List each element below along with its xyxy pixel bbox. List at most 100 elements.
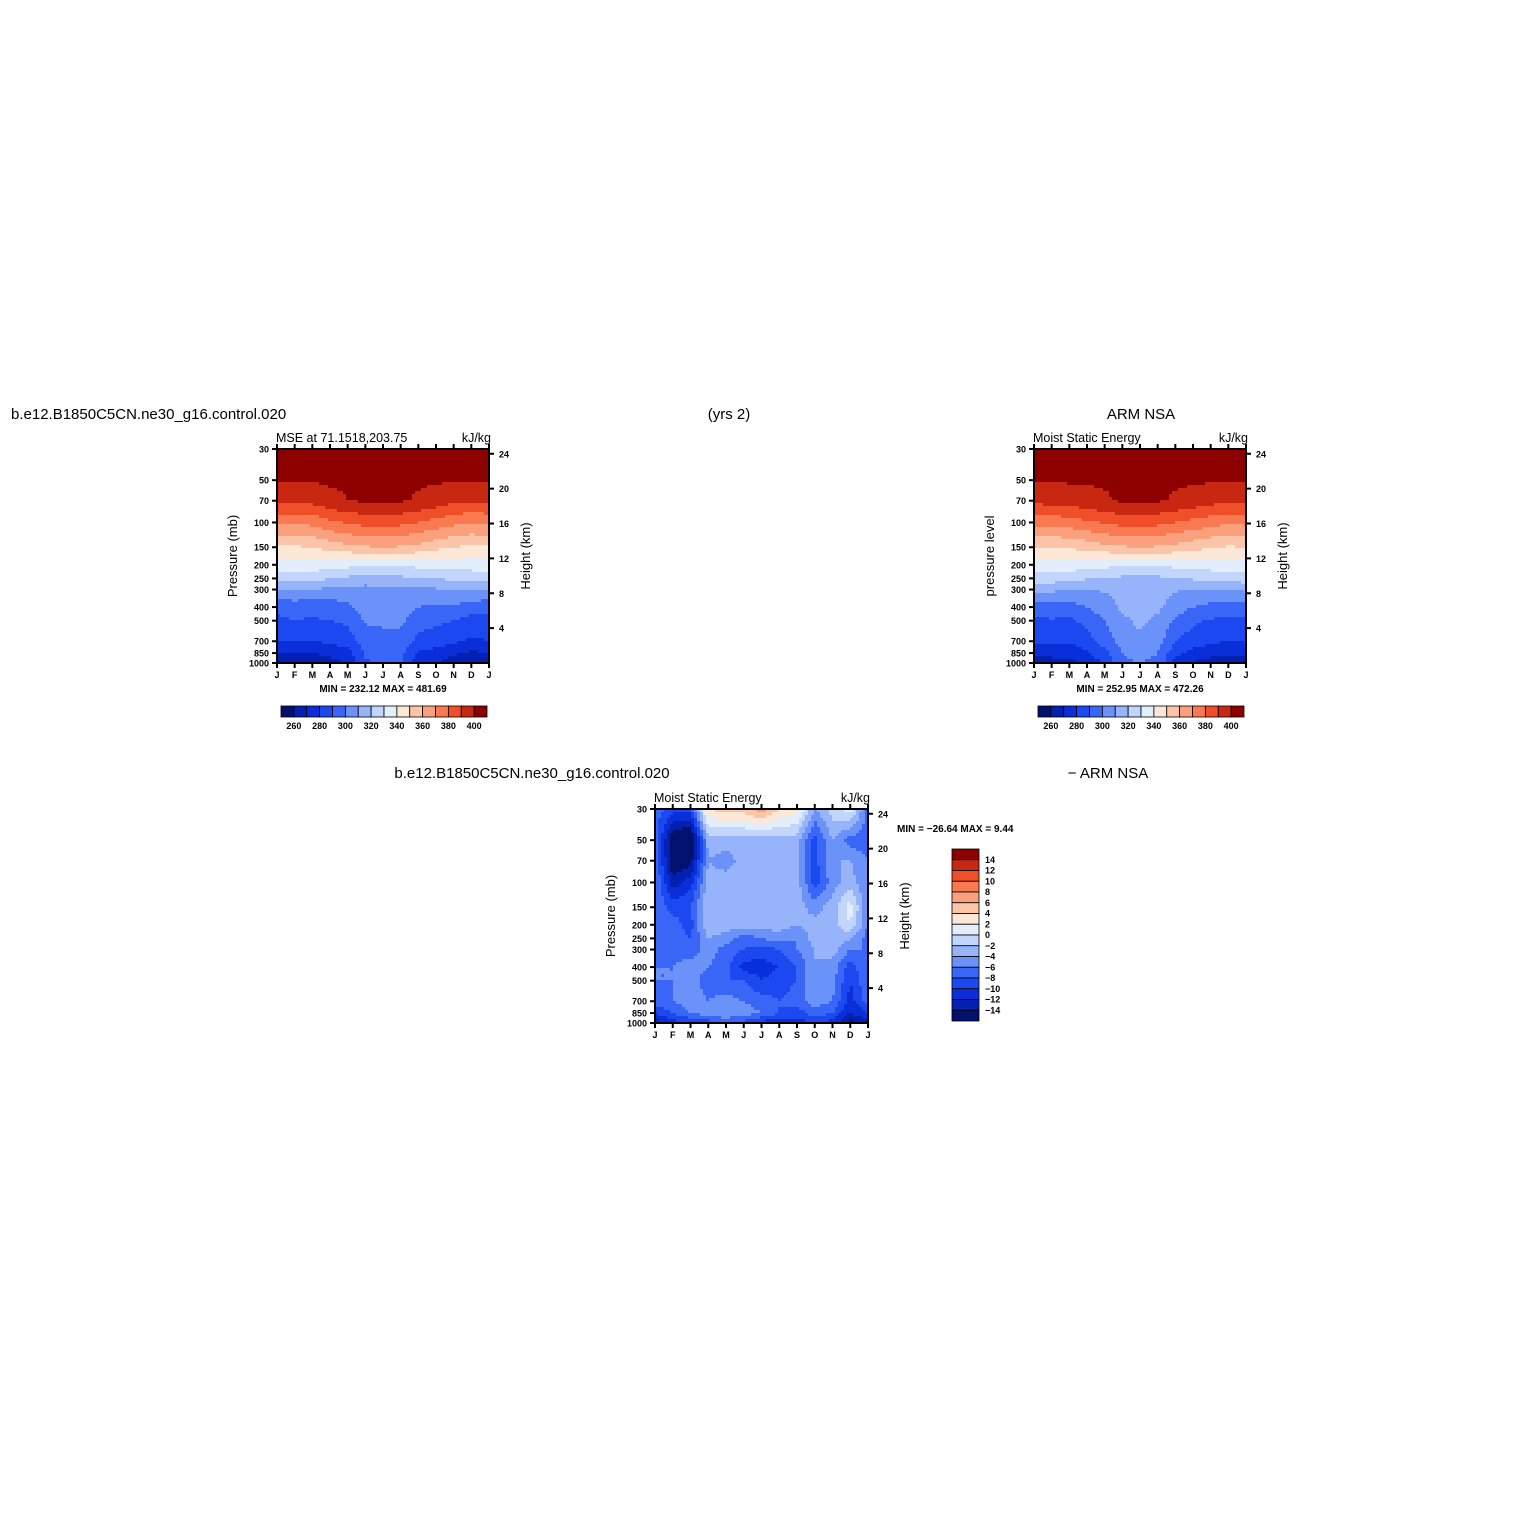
contour-cell — [358, 635, 362, 639]
contour-cell — [418, 590, 422, 594]
contour-cell — [421, 653, 425, 657]
contour-cell — [295, 599, 299, 603]
contour-cell — [316, 497, 320, 501]
contour-cell — [277, 557, 281, 561]
contour-cell — [415, 467, 419, 471]
contour-cell — [484, 470, 488, 474]
contour-cell — [454, 515, 458, 519]
contour-cell — [280, 575, 284, 579]
contour-cell — [481, 497, 485, 501]
contour-cell — [355, 605, 359, 609]
contour-cell — [310, 461, 314, 465]
contour-cell — [283, 452, 287, 456]
contour-cell — [484, 635, 488, 639]
contour-cell — [346, 515, 350, 519]
contour-cell — [484, 572, 488, 576]
contour-cell — [484, 602, 488, 606]
contour-cell — [331, 542, 335, 546]
contour-cell — [328, 650, 332, 654]
contour-cell — [400, 605, 404, 609]
contour-cell — [424, 539, 428, 543]
contour-cell — [418, 629, 422, 633]
contour-cell — [361, 464, 365, 468]
contour-cell — [460, 461, 464, 465]
contour-cell — [403, 455, 407, 459]
contour-cell — [409, 653, 413, 657]
contour-cell — [313, 518, 317, 522]
contour-cell — [391, 530, 395, 534]
contour-cell — [382, 539, 386, 543]
contour-cell — [304, 569, 308, 573]
contour-cell — [349, 605, 353, 609]
contour-cell — [448, 551, 452, 555]
contour-cell — [340, 644, 344, 648]
contour-cell — [463, 479, 467, 483]
contour-cell — [343, 521, 347, 525]
contour-cell — [415, 566, 419, 570]
contour-cell — [328, 575, 332, 579]
contour-cell — [358, 563, 362, 567]
contour-cell — [304, 530, 308, 534]
contour-cell — [340, 596, 344, 600]
contour-cell — [403, 635, 407, 639]
contour-cell — [433, 572, 437, 576]
contour-cell — [433, 530, 437, 534]
contour-cell — [403, 482, 407, 486]
contour-cell — [424, 476, 428, 480]
contour-cell — [349, 554, 353, 558]
contour-cell — [400, 509, 404, 513]
contour-cell — [310, 521, 314, 525]
contour-cell — [295, 506, 299, 510]
contour-cell — [310, 449, 314, 453]
contour-cell — [442, 617, 446, 621]
contour-cell — [397, 509, 401, 513]
contour-cell — [475, 512, 479, 516]
contour-cell — [307, 464, 311, 468]
contour-cell — [394, 632, 398, 636]
contour-cell — [421, 506, 425, 510]
contour-cell — [295, 551, 299, 555]
contour-cell — [373, 452, 377, 456]
contour-cell — [361, 521, 365, 525]
contour-cell — [349, 449, 353, 453]
contour-cell — [460, 593, 464, 597]
contour-cell — [451, 515, 455, 519]
contour-cell — [367, 647, 371, 651]
contour-cell — [436, 461, 440, 465]
contour-cell — [367, 452, 371, 456]
contour-cell — [328, 617, 332, 621]
contour-cell — [325, 617, 329, 621]
contour-cell — [466, 653, 470, 657]
contour-cell — [349, 599, 353, 603]
contour-cell — [313, 515, 317, 519]
contour-cell — [298, 521, 302, 525]
contour-cell — [277, 626, 281, 630]
contour-cell — [355, 479, 359, 483]
contour-cell — [328, 629, 332, 633]
contour-cell — [283, 485, 287, 489]
contour-cell — [376, 590, 380, 594]
contour-cell — [439, 623, 443, 627]
contour-cell — [331, 530, 335, 534]
contour-cell — [337, 605, 341, 609]
contour-cell — [283, 536, 287, 540]
contour-cell — [454, 575, 458, 579]
contour-cell — [397, 641, 401, 645]
contour-cell — [451, 530, 455, 534]
contour-cell — [451, 455, 455, 459]
contour-cell — [349, 629, 353, 633]
contour-cell — [280, 458, 284, 462]
contour-cell — [475, 461, 479, 465]
contour-cell — [388, 494, 392, 498]
contour-cell — [331, 608, 335, 612]
contour-cell — [400, 512, 404, 516]
contour-cell — [277, 461, 281, 465]
contour-cell — [418, 524, 422, 528]
contour-cell — [457, 638, 461, 642]
contour-cell — [388, 536, 392, 540]
contour-cell — [337, 623, 341, 627]
contour-cell — [316, 581, 320, 585]
contour-cell — [352, 482, 356, 486]
contour-cell — [460, 632, 464, 636]
contour-cell — [313, 635, 317, 639]
